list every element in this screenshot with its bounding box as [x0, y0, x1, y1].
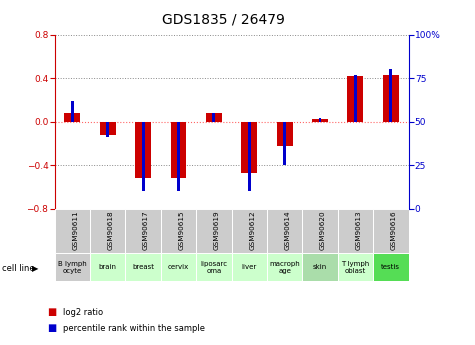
Text: liver: liver [242, 264, 257, 270]
Bar [302, 209, 338, 254]
Bar [177, 122, 180, 191]
Bar [248, 122, 251, 191]
Bar [267, 209, 303, 254]
Bar [354, 75, 357, 122]
Bar [232, 253, 267, 281]
Text: log2 ratio: log2 ratio [63, 308, 103, 317]
Text: cell line: cell line [2, 264, 35, 273]
Bar [142, 122, 144, 191]
Bar [241, 122, 257, 173]
Text: ■: ■ [48, 307, 57, 317]
Bar [55, 253, 90, 281]
Text: GDS1835 / 26479: GDS1835 / 26479 [162, 12, 285, 26]
Text: ▶: ▶ [32, 264, 39, 273]
Text: GSM90611: GSM90611 [72, 210, 78, 250]
Text: percentile rank within the sample: percentile rank within the sample [63, 324, 205, 333]
Bar [267, 253, 303, 281]
Bar [64, 113, 80, 122]
Bar [196, 209, 232, 254]
Bar [90, 253, 125, 281]
Bar [373, 253, 408, 281]
Bar [390, 69, 392, 122]
Bar [161, 253, 196, 281]
Bar [171, 122, 187, 178]
Bar [212, 113, 215, 122]
Text: brain: brain [99, 264, 117, 270]
Bar [319, 118, 322, 122]
Bar [135, 122, 151, 178]
Bar [383, 75, 399, 122]
Text: cervix: cervix [168, 264, 189, 270]
Text: liposarc
oma: liposarc oma [200, 260, 228, 274]
Bar [347, 76, 363, 122]
Bar [125, 209, 161, 254]
Text: GSM90615: GSM90615 [179, 210, 184, 250]
Text: GSM90620: GSM90620 [320, 210, 326, 250]
Bar [71, 101, 74, 122]
Bar [312, 119, 328, 122]
Bar [90, 209, 125, 254]
Bar [125, 253, 161, 281]
Text: GSM90613: GSM90613 [355, 210, 361, 250]
Bar [338, 209, 373, 254]
Text: T lymph
oblast: T lymph oblast [342, 260, 370, 274]
Text: B lymph
ocyte: B lymph ocyte [58, 260, 87, 274]
Text: ■: ■ [48, 324, 57, 333]
Text: testis: testis [381, 264, 400, 270]
Text: GSM90619: GSM90619 [214, 210, 220, 250]
Bar [232, 209, 267, 254]
Bar [55, 209, 90, 254]
Text: GSM90617: GSM90617 [143, 210, 149, 250]
Bar [196, 253, 232, 281]
Bar [283, 122, 286, 165]
Text: breast: breast [132, 264, 154, 270]
Bar [161, 209, 196, 254]
Bar [276, 122, 293, 146]
Bar [106, 122, 109, 137]
Text: GSM90612: GSM90612 [249, 210, 255, 250]
Text: skin: skin [313, 264, 327, 270]
Text: GSM90618: GSM90618 [108, 210, 114, 250]
Bar [302, 253, 338, 281]
Bar [373, 209, 408, 254]
Text: GSM90614: GSM90614 [285, 210, 291, 250]
Bar [338, 253, 373, 281]
Bar [206, 113, 222, 122]
Text: macroph
age: macroph age [269, 260, 300, 274]
Bar [100, 122, 116, 135]
Text: GSM90616: GSM90616 [391, 210, 397, 250]
